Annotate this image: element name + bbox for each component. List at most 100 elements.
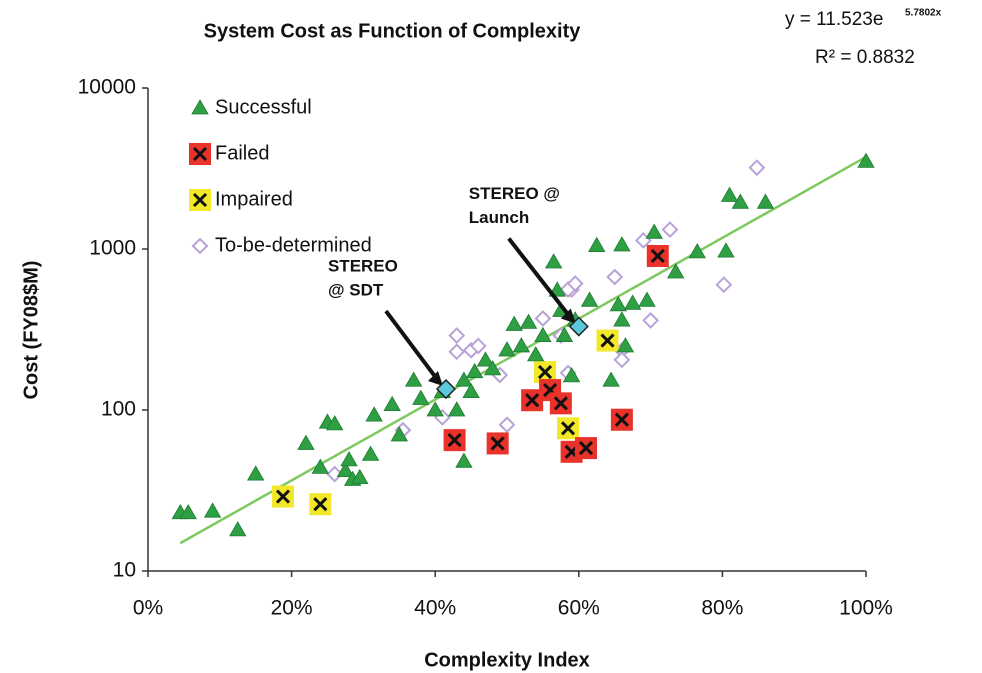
chart-title: System Cost as Function of Complexity (204, 20, 582, 42)
point (336, 461, 355, 478)
point (455, 452, 473, 468)
point (748, 159, 766, 177)
x-tick-label: 80% (701, 597, 743, 620)
triangle (203, 502, 222, 518)
point (661, 221, 679, 239)
point (606, 268, 624, 286)
point (326, 465, 344, 483)
legend-marker (191, 237, 209, 255)
point (534, 361, 557, 384)
point (390, 426, 408, 442)
x-cross (192, 192, 208, 208)
arrow-shaft (384, 309, 442, 385)
triangle (383, 395, 401, 412)
point (483, 360, 502, 376)
diamond (326, 465, 344, 483)
triangle (426, 401, 444, 417)
point (486, 432, 509, 455)
point (466, 362, 484, 379)
diamond (191, 237, 209, 255)
x-cross (192, 146, 208, 162)
triangle (340, 451, 358, 467)
point (521, 389, 544, 412)
point (383, 395, 401, 412)
y-tick-label: 10000 (78, 76, 136, 99)
point (455, 371, 473, 387)
point (609, 296, 627, 312)
point (179, 503, 197, 520)
triangle (404, 371, 423, 387)
triangle (717, 242, 735, 258)
x-cross (275, 489, 291, 504)
triangle (311, 458, 330, 474)
triangle (466, 362, 484, 379)
point (229, 521, 247, 537)
diamond (534, 310, 552, 327)
arrow-head (427, 371, 443, 387)
triangle (455, 452, 473, 468)
point (462, 382, 480, 399)
point (498, 416, 516, 434)
legend-label: Successful (215, 96, 312, 118)
x-cross (614, 412, 629, 427)
stereo-label: @ SDT (328, 281, 384, 300)
point (667, 263, 685, 279)
legend-label: Impaired (215, 188, 293, 210)
triangle (613, 236, 631, 252)
point (580, 291, 599, 307)
point (412, 389, 430, 405)
point (498, 341, 516, 357)
y-axis-label: Cost (FY08$M) (20, 261, 42, 400)
triangle (297, 434, 315, 450)
point (476, 351, 495, 367)
point (613, 311, 631, 327)
triangle (609, 296, 627, 312)
point (534, 310, 552, 327)
diamond (448, 343, 466, 361)
point (557, 417, 580, 440)
point (351, 468, 369, 485)
triangle (455, 371, 473, 387)
triangle (616, 337, 635, 353)
triangle (667, 263, 685, 279)
point (512, 337, 531, 353)
y-tick-label: 10 (113, 559, 136, 582)
triangle (519, 313, 538, 329)
x-cross (600, 333, 615, 348)
triangle (336, 461, 355, 478)
point (271, 485, 294, 508)
point (574, 437, 597, 460)
x-tick-label: 60% (558, 597, 600, 620)
stereo-label: STEREO (328, 257, 398, 276)
triangle (505, 315, 523, 331)
diamond (568, 316, 589, 337)
point (646, 244, 669, 267)
point (588, 236, 606, 252)
point (505, 315, 523, 331)
x-cross (650, 248, 665, 264)
legend-marker (189, 143, 211, 165)
triangle (365, 406, 383, 422)
triangle (534, 326, 552, 342)
triangle (857, 152, 875, 168)
y-tick-label: 100 (101, 398, 136, 421)
point (688, 243, 706, 259)
triangle (588, 236, 606, 252)
triangle (527, 346, 545, 362)
point (857, 152, 875, 168)
point (544, 253, 563, 269)
point (555, 326, 574, 342)
point (613, 351, 631, 369)
triangle (512, 337, 531, 353)
arrow-head (560, 308, 576, 324)
diamond (642, 312, 660, 329)
triangle (361, 445, 380, 461)
diamond (613, 351, 631, 369)
triangle (756, 193, 775, 209)
point (311, 458, 330, 474)
point (642, 312, 660, 329)
point (638, 291, 656, 307)
point (534, 326, 552, 342)
diamond (448, 327, 466, 344)
